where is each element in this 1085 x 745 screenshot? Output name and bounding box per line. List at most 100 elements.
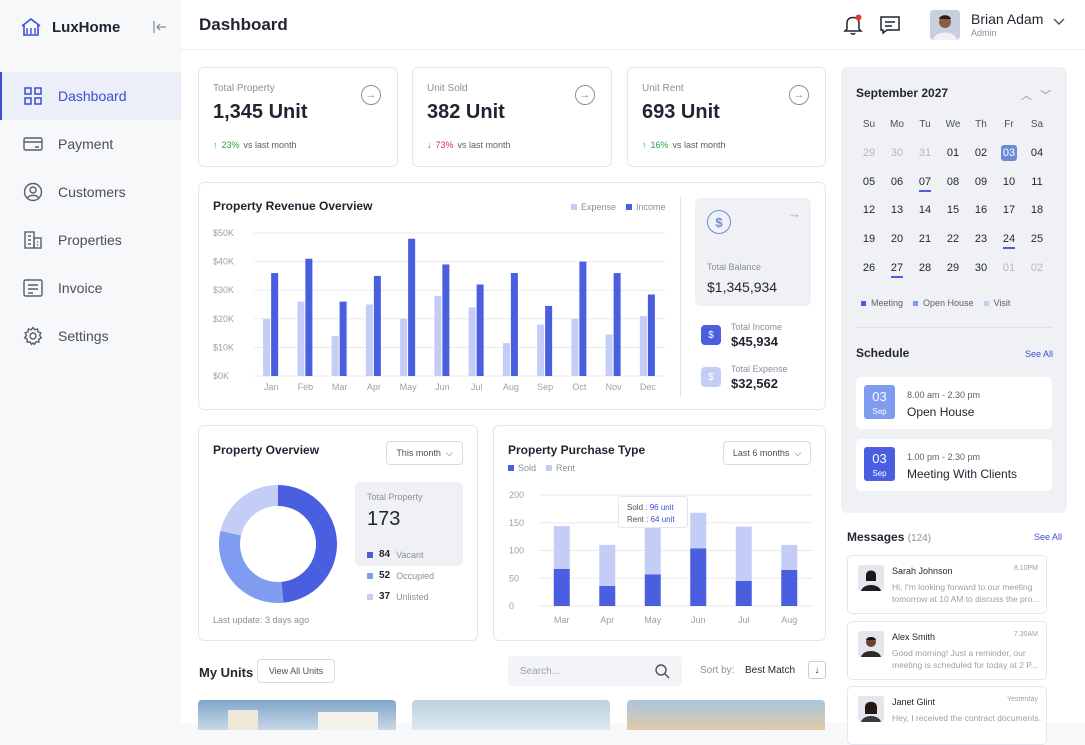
sort-select[interactable]: Best Match bbox=[745, 665, 796, 676]
chevron-down-icon: ⌵ bbox=[445, 447, 453, 458]
message-time: Yesterday bbox=[1007, 696, 1038, 703]
calendar-day[interactable]: 23 bbox=[974, 233, 988, 246]
sender-name: Janet Glint bbox=[892, 697, 936, 707]
sidebar-item-properties[interactable]: Properties bbox=[0, 216, 181, 264]
calendar-day[interactable]: 20 bbox=[890, 233, 904, 246]
arrow-up-icon: ↑ bbox=[642, 140, 647, 150]
chevron-up-icon[interactable]: ︿ bbox=[1021, 90, 1032, 102]
view-all-units-button[interactable]: View All Units bbox=[257, 659, 335, 683]
logo[interactable]: LuxHome bbox=[20, 16, 120, 38]
calendar-day[interactable]: 15 bbox=[946, 204, 960, 217]
sidebar-item-customers[interactable]: Customers bbox=[0, 168, 181, 216]
calendar-day[interactable]: 01 bbox=[946, 147, 960, 160]
chevron-down-icon[interactable]: ﹀ bbox=[1040, 90, 1051, 102]
calendar-day[interactable]: 29 bbox=[946, 261, 960, 274]
user-name[interactable]: Brian Adam bbox=[971, 11, 1044, 27]
messages-see-all-link[interactable]: See All bbox=[1034, 532, 1063, 542]
calendar-day[interactable]: 01 bbox=[1002, 261, 1016, 274]
income-bar bbox=[442, 264, 450, 376]
total-label: Total Property bbox=[367, 492, 423, 502]
calendar-day[interactable]: 25 bbox=[1030, 233, 1044, 246]
sidebar-item-settings[interactable]: Settings bbox=[0, 312, 181, 360]
avatar[interactable] bbox=[930, 10, 960, 40]
x-tick-label: Sep bbox=[537, 382, 553, 392]
calendar-day[interactable]: 21 bbox=[918, 233, 932, 246]
sidebar-item-label: Payment bbox=[58, 136, 114, 152]
unit-card-image[interactable] bbox=[627, 700, 825, 730]
calendar-day[interactable]: 04 bbox=[1030, 147, 1044, 160]
y-tick-label: 0 bbox=[509, 601, 514, 611]
calendar-day[interactable]: 13 bbox=[890, 204, 904, 217]
calendar-day[interactable]: 26 bbox=[862, 261, 876, 274]
income-bar bbox=[339, 301, 347, 376]
sidebar-item-label: Invoice bbox=[58, 280, 103, 296]
period-dropdown[interactable]: This month ⌵ bbox=[386, 441, 463, 465]
expense-bar bbox=[537, 324, 545, 376]
arrow-right-circle-icon[interactable]: → bbox=[575, 85, 595, 105]
x-tick-label: Jun bbox=[435, 382, 450, 392]
avatar bbox=[858, 565, 884, 591]
arrow-right-icon[interactable]: → bbox=[788, 206, 801, 221]
calendar-day[interactable]: 18 bbox=[1030, 204, 1044, 217]
sidebar-item-payment[interactable]: Payment bbox=[0, 120, 181, 168]
calendar-day[interactable]: 05 bbox=[862, 175, 876, 188]
calendar-day[interactable]: 30 bbox=[974, 261, 988, 274]
collapse-sidebar-icon[interactable] bbox=[152, 19, 168, 35]
calendar-day[interactable]: 07 bbox=[911, 168, 939, 197]
arrow-right-circle-icon[interactable]: → bbox=[789, 85, 809, 105]
calendar-day[interactable]: 10 bbox=[1002, 175, 1016, 188]
x-tick-label: Jul bbox=[471, 382, 483, 392]
calendar-day[interactable]: 27 bbox=[883, 253, 911, 282]
x-tick-label: Aug bbox=[503, 382, 519, 392]
calendar-day[interactable]: 17 bbox=[1002, 204, 1016, 217]
chevron-down-icon[interactable] bbox=[1053, 18, 1065, 26]
calendar-day[interactable]: 06 bbox=[890, 175, 904, 188]
calendar-day[interactable]: 02 bbox=[1030, 261, 1044, 274]
schedule-item[interactable]: 03 Sep 1.00 pm - 2.30 pm Meeting With Cli… bbox=[856, 439, 1052, 491]
schedule-time: 8.00 am - 2.30 pm bbox=[907, 390, 981, 400]
period-dropdown[interactable]: Last 6 months ⌵ bbox=[723, 441, 811, 465]
calendar-day[interactable]: 14 bbox=[918, 204, 932, 217]
calendar-day[interactable]: 30 bbox=[890, 147, 904, 160]
calendar-day[interactable]: 03 bbox=[1000, 145, 1018, 162]
search-icon[interactable] bbox=[654, 663, 670, 679]
expense-bar bbox=[400, 318, 408, 376]
unit-card-image[interactable] bbox=[412, 700, 610, 730]
sender-name: Alex Smith bbox=[892, 632, 936, 642]
calendar-day[interactable]: 11 bbox=[1031, 175, 1043, 188]
message-item[interactable]: Alex Smith 7.30AM Good morning! Just a r… bbox=[847, 621, 1047, 680]
sidebar-item-dashboard[interactable]: Dashboard bbox=[0, 72, 181, 120]
calendar-day[interactable]: 02 bbox=[974, 147, 988, 160]
donut-slice-vacant bbox=[278, 485, 337, 603]
sort-direction-button[interactable]: ↓ bbox=[808, 661, 826, 679]
expense-label: Total Expense bbox=[731, 364, 788, 374]
stat-value: 1,345 Unit bbox=[213, 101, 308, 123]
calendar-day[interactable]: 24 bbox=[995, 225, 1023, 254]
sidebar-item-invoice[interactable]: Invoice bbox=[0, 264, 181, 312]
invoice-icon bbox=[22, 277, 44, 299]
stat-card-total-property: Total Property 1,345 Unit ↑ 23% vs last mo… bbox=[198, 67, 398, 167]
calendar-day[interactable]: 08 bbox=[946, 175, 960, 188]
calendar-day[interactable]: 31 bbox=[918, 147, 932, 160]
message-item[interactable]: Sarah Johnson 8.10PM Hi, I'm looking for… bbox=[847, 555, 1047, 614]
schedule-see-all-link[interactable]: See All bbox=[1025, 349, 1054, 359]
calendar-day[interactable]: 16 bbox=[974, 204, 988, 217]
calendar-schedule-panel: September 2027 ︿ ﹀ Su Mo Tu We Th Fr Sa 29 30 31 0… bbox=[841, 67, 1067, 513]
unit-card-image[interactable] bbox=[198, 700, 396, 730]
calendar-day[interactable]: 29 bbox=[862, 147, 876, 160]
message-item[interactable]: Janet Glint Yesterday Hey, I received th… bbox=[847, 686, 1047, 745]
calendar-day[interactable]: 19 bbox=[862, 233, 876, 246]
expense-bar bbox=[297, 301, 305, 376]
search-input[interactable]: Search... bbox=[508, 656, 682, 686]
schedule-item[interactable]: 03 Sep 8.00 am - 2.30 pm Open House bbox=[856, 377, 1052, 429]
card-icon bbox=[22, 133, 44, 155]
notification-bell-icon[interactable] bbox=[843, 14, 863, 36]
calendar-day[interactable]: 12 bbox=[862, 204, 876, 217]
revenue-bar-chart: $0K $10K $20K $30K $40K $50K Jan Feb Mar Apr May Ju… bbox=[213, 228, 665, 392]
arrow-right-circle-icon[interactable]: → bbox=[361, 85, 381, 105]
chat-icon[interactable] bbox=[879, 15, 901, 35]
calendar-day[interactable]: 09 bbox=[974, 175, 988, 188]
calendar-day[interactable]: 28 bbox=[918, 261, 932, 274]
calendar-day[interactable]: 22 bbox=[946, 233, 960, 246]
expense-icon: $ bbox=[701, 367, 721, 387]
